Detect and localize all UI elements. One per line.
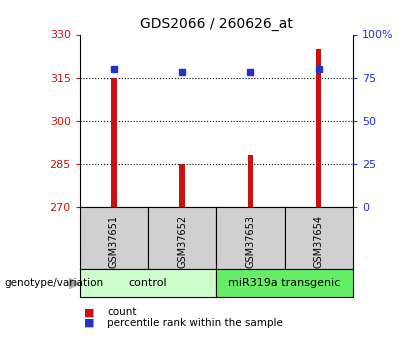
Text: count: count bbox=[107, 307, 136, 317]
Title: GDS2066 / 260626_at: GDS2066 / 260626_at bbox=[140, 17, 293, 31]
Bar bbox=[316, 49, 321, 207]
Text: ■: ■ bbox=[84, 307, 94, 317]
Bar bbox=[111, 78, 117, 207]
Text: ■: ■ bbox=[84, 318, 94, 327]
Text: genotype/variation: genotype/variation bbox=[4, 278, 103, 288]
Text: percentile rank within the sample: percentile rank within the sample bbox=[107, 318, 283, 327]
Text: GSM37653: GSM37653 bbox=[245, 215, 255, 268]
Text: GSM37654: GSM37654 bbox=[314, 215, 324, 268]
Text: GSM37652: GSM37652 bbox=[177, 215, 187, 268]
Text: miR319a transgenic: miR319a transgenic bbox=[228, 278, 341, 288]
Text: control: control bbox=[129, 278, 167, 288]
Text: GSM37651: GSM37651 bbox=[109, 215, 119, 268]
Bar bbox=[248, 155, 253, 207]
Bar bbox=[179, 164, 185, 207]
